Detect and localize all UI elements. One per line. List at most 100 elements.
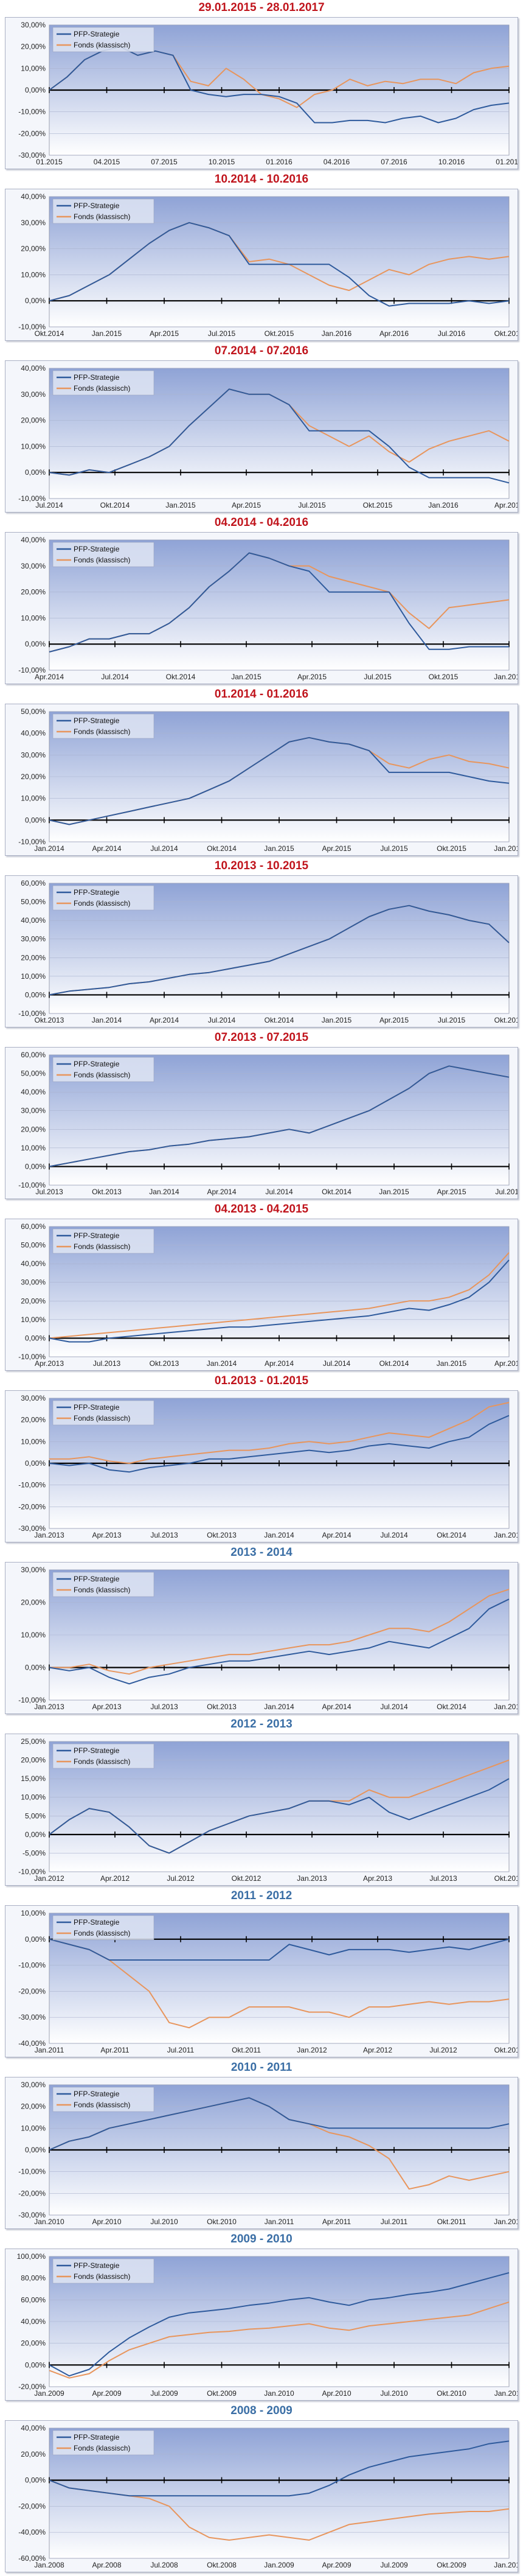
y-tick-label: 20,00% <box>21 1756 46 1765</box>
y-tick-label: 20,00% <box>21 1416 46 1424</box>
x-tick-label: Jan.2010 <box>34 2217 64 2226</box>
series-line-pfp <box>49 2097 510 2151</box>
x-tick-label: Apr.2012 <box>363 2046 392 2054</box>
x-tick-label: Jul.2016 <box>438 329 466 338</box>
y-tick-label: 20,00% <box>21 2102 46 2111</box>
y-tick-label: 10,00% <box>21 64 46 72</box>
y-tick-label: 0,00% <box>25 1459 46 1468</box>
x-tick-label: Okt.2013 <box>207 1703 237 1711</box>
chart-panel: 01.2014 - 01.2016 50,00% 40,00% 30,00% 20,00… <box>0 687 523 858</box>
legend-label: Fonds (klassisch) <box>74 2272 130 2281</box>
chart-frame: 30,00% 20,00% 10,00% 0,00% -10,00% Jan.2013 Ap… <box>5 1562 523 1714</box>
x-tick-label: Okt.2013 <box>92 1188 122 1196</box>
x-tick-label: Apr.2013 <box>35 1359 64 1368</box>
y-tick-label: -10,00% <box>18 323 46 331</box>
legend-box <box>52 713 154 739</box>
series-line-fonds <box>49 1589 510 1675</box>
x-tick-label: Jan.2015 <box>494 1531 518 1539</box>
legend-label: PFP-Strategie <box>74 1231 120 1240</box>
y-tick-label: 0,00% <box>25 640 46 648</box>
legend-label: Fonds (klassisch) <box>74 1242 130 1251</box>
y-tick-label: -5,00% <box>23 1849 46 1857</box>
legend-box <box>52 198 154 224</box>
y-tick-label: 30,00% <box>21 1107 46 1115</box>
legend: PFP-Strategie Fonds (klassisch) <box>52 2087 154 2112</box>
chart-title: 2008 - 2009 <box>230 2404 293 2417</box>
legend: PFP-Strategie Fonds (klassisch) <box>52 370 154 396</box>
y-tick-label: -10,00% <box>18 1353 46 1361</box>
x-tick-label: Jul.2011 <box>167 2046 195 2054</box>
x-tick-label: Jan.2016 <box>322 329 352 338</box>
legend-label: Fonds (klassisch) <box>74 212 130 221</box>
legend-box <box>52 1743 154 1769</box>
x-tick-label: 10.2015 <box>209 158 235 166</box>
x-tick-label: Jan.2011 <box>265 2217 294 2226</box>
x-tick-label: Jan.2016 <box>428 501 459 509</box>
x-tick-label: Jul.2014 <box>323 1359 351 1368</box>
line-chart: 40,00%30,00%20,00%10,00%0,00%-10,00%Apr.… <box>18 536 523 681</box>
y-tick-label: -10,00% <box>18 1009 46 1018</box>
y-tick-label: 20,00% <box>21 245 46 253</box>
series-line-pfp <box>49 1938 510 1961</box>
chart-panel: 01.2013 - 01.2015 30,00% 20,00% 10,00% 0,00%… <box>0 1373 523 1545</box>
y-tick-label: -30,00% <box>18 2013 46 2021</box>
x-tick-label: Jul.2009 <box>150 2389 178 2398</box>
x-tick-label: Okt.2008 <box>207 2561 237 2569</box>
x-tick-label: Okt.2014 <box>166 673 196 681</box>
y-tick-label: -10,00% <box>18 666 46 674</box>
series-line-pfp <box>49 222 510 307</box>
x-tick-label: Jan.2011 <box>494 2389 518 2398</box>
y-tick-label: -10,00% <box>18 1481 46 1489</box>
x-tick-label: Okt.2011 <box>232 2046 261 2054</box>
x-tick-label: Jul.2014 <box>101 673 129 681</box>
chart-frame: 25,00% 20,00% 15,00% 10,00% 5,00% 0,00% -5,00%… <box>5 1734 523 1886</box>
legend: PFP-Strategie Fonds (klassisch) <box>52 1400 154 1426</box>
legend-box <box>52 2258 154 2284</box>
y-tick-label: 30,00% <box>21 390 46 399</box>
x-tick-label: Jul.2014 <box>150 844 178 853</box>
line-chart: 40,00%20,00%0,00%-20,00%-40,00%-60,00%Ja… <box>18 2424 523 2569</box>
y-tick-label: 100,00% <box>17 2252 46 2261</box>
x-tick-label: Apr.2014 <box>207 1188 236 1196</box>
legend-label: Fonds (klassisch) <box>74 727 130 736</box>
y-tick-label: -10,00% <box>18 1696 46 1704</box>
x-tick-label: Jan.2010 <box>264 2389 294 2398</box>
y-tick-label: -20,00% <box>18 2382 46 2391</box>
x-tick-label: Jan.2009 <box>34 2389 64 2398</box>
y-tick-label: 10,00% <box>21 1793 46 1802</box>
x-tick-label: 01.2015 <box>36 158 63 166</box>
x-tick-label: Jul.2011 <box>381 2217 408 2226</box>
x-tick-label: Jan.2012 <box>34 1874 64 1883</box>
x-tick-label: Jan.2016 <box>494 844 518 853</box>
x-tick-label: 01.2016 <box>266 158 293 166</box>
series-line-pfp <box>49 552 509 653</box>
y-tick-label: 80,00% <box>21 2274 46 2283</box>
y-tick-label: 10,00% <box>21 270 46 279</box>
x-tick-label: Jan.2015 <box>437 1359 467 1368</box>
x-tick-label: Okt.2013 <box>35 1016 64 1024</box>
y-tick-label: -20,00% <box>18 129 46 138</box>
x-tick-label: Jul.2013 <box>150 1531 178 1539</box>
y-tick-label: 10,00% <box>21 794 46 803</box>
x-tick-label: Jul.2014 <box>380 1703 408 1711</box>
x-tick-label: Jul.2015 <box>208 329 236 338</box>
x-tick-label: Apr.2010 <box>92 2217 121 2226</box>
legend-label: PFP-Strategie <box>74 30 120 38</box>
legend-label: PFP-Strategie <box>74 888 120 897</box>
x-tick-label: Jan.2015 <box>379 1188 409 1196</box>
line-chart: 40,00%30,00%20,00%10,00%0,00%-10,00%Jul.… <box>18 364 523 509</box>
x-tick-label: Apr.2014 <box>322 1703 351 1711</box>
chart-frame: 40,00% 30,00% 20,00% 10,00% 0,00% -10,00% Apr.… <box>5 532 523 684</box>
legend-label: Fonds (klassisch) <box>74 2101 130 2109</box>
x-tick-label: Jul.2015 <box>438 1016 466 1024</box>
x-tick-label: Okt.2009 <box>437 2561 466 2569</box>
x-tick-label: Jan.2014 <box>92 1016 122 1024</box>
legend-label: PFP-Strategie <box>74 2090 120 2098</box>
y-tick-label: 60,00% <box>21 1051 46 1059</box>
x-tick-label: Apr.2011 <box>100 2046 129 2054</box>
x-tick-label: Okt.2015 <box>429 673 459 681</box>
x-tick-label: Apr.2014 <box>35 673 64 681</box>
y-tick-label: 20,00% <box>21 772 46 781</box>
line-chart: 40,00%30,00%20,00%10,00%0,00%-10,00%Okt.… <box>18 192 523 338</box>
